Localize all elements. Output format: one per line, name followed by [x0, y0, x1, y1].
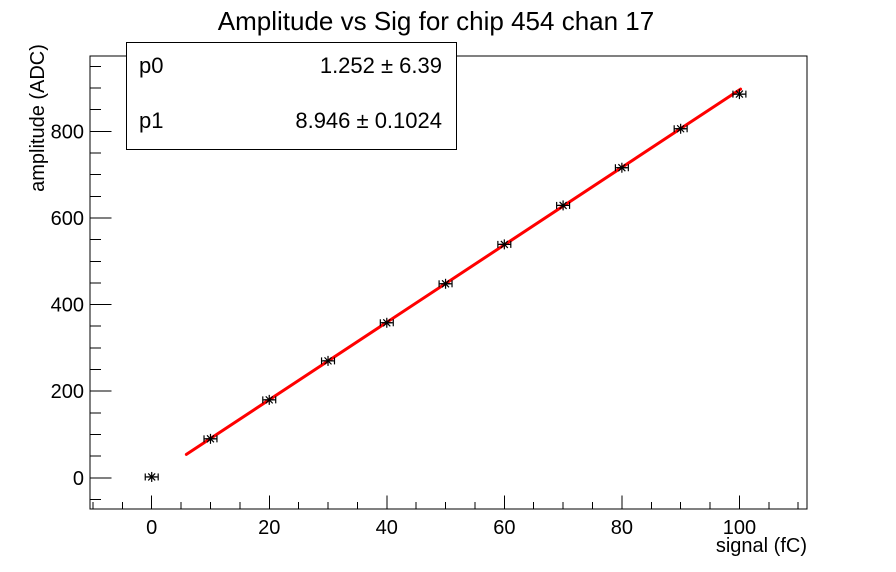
x-tick-label: 80 — [611, 517, 633, 539]
data-point — [497, 239, 512, 250]
y-tick-label: 200 — [51, 381, 84, 403]
plot-title: Amplitude vs Sig for chip 454 chan 17 — [217, 6, 655, 36]
stats-value-p0: 1.252 ± 6.39 — [319, 53, 442, 78]
data-point — [732, 89, 747, 100]
stats-param-p0: p0 — [139, 53, 164, 78]
stats-value-p1: 8.946 ± 0.1024 — [295, 108, 442, 133]
stats-param-p1: p1 — [139, 108, 164, 133]
x-tick-label: 100 — [723, 517, 756, 539]
data-point — [262, 394, 277, 405]
x-tick-label: 20 — [258, 517, 280, 539]
x-tick-label: 60 — [493, 517, 515, 539]
y-tick-label: 0 — [73, 468, 84, 490]
data-point — [203, 433, 218, 444]
data-point — [556, 200, 571, 211]
x-tick-label: 40 — [376, 517, 398, 539]
data-point — [614, 162, 629, 173]
data-point — [673, 123, 688, 134]
y-tick-label: 600 — [51, 208, 84, 230]
y-axis-title: amplitude (ADC) — [27, 44, 49, 192]
data-point — [379, 317, 394, 328]
x-tick-label: 0 — [146, 517, 157, 539]
y-tick-label: 800 — [51, 121, 84, 143]
y-tick-label: 400 — [51, 295, 84, 317]
stats-row-p1: p1 8.946 ± 0.1024 — [139, 106, 442, 136]
fit-stats-box: p0 1.252 ± 6.39 p1 8.946 ± 0.1024 — [126, 42, 457, 150]
data-point — [438, 278, 453, 289]
fit-line — [184, 87, 743, 456]
stats-row-p0: p0 1.252 ± 6.39 — [139, 51, 442, 81]
data-point — [320, 355, 336, 366]
data-point — [144, 471, 159, 482]
x-axis-title: signal (fC) — [716, 535, 807, 557]
